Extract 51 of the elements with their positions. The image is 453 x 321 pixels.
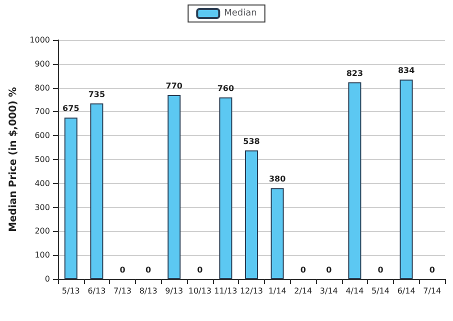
data-label: 735 [88, 90, 106, 99]
data-label: 0 [326, 266, 332, 274]
data-label: 770 [166, 81, 183, 90]
data-label: 675 [62, 104, 80, 114]
x-tick-label: 7/13 [114, 286, 132, 296]
y-axis-title: Median Price (in $,000) % [8, 87, 20, 232]
legend-label: Median [224, 8, 257, 18]
data-label: 0 [429, 266, 436, 274]
y-tick-label: 300 [34, 202, 50, 212]
bar [219, 97, 232, 279]
y-tick-label: 0 [44, 274, 50, 284]
x-tick-label: 6/14 [397, 286, 416, 296]
bar [168, 94, 181, 279]
bar [64, 118, 78, 279]
x-tick-label: 2/14 [294, 286, 312, 296]
y-tick-label: 200 [34, 226, 50, 236]
y-tick-label: 1000 [30, 36, 50, 44]
x-tick-label: 12/13 [240, 286, 264, 296]
data-label: 380 [268, 174, 286, 184]
data-label: 0 [300, 266, 306, 274]
x-tick-label: 5/13 [62, 286, 80, 296]
y-tick-label: 100 [34, 250, 50, 260]
x-tick-label: 5/14 [372, 286, 390, 296]
y-tick-label: 500 [34, 155, 50, 164]
y-tick-label: 700 [34, 107, 50, 116]
y-tick-label: 400 [34, 178, 50, 188]
x-tick-label: 11/13 [214, 286, 238, 296]
x-tick-label: 10/13 [188, 286, 212, 296]
data-label: 0 [120, 266, 126, 274]
bar [400, 80, 413, 279]
x-tick-label: 9/13 [165, 286, 184, 296]
data-label: 538 [243, 136, 260, 146]
bar [90, 103, 104, 279]
x-tick-label: 4/14 [346, 286, 364, 296]
x-tick-label: 7/14 [423, 286, 442, 296]
bar [245, 150, 258, 279]
y-tick-label: 900 [34, 59, 50, 68]
x-tick-label: 3/14 [320, 286, 338, 296]
x-tick-label: 1/14 [268, 286, 286, 296]
y-tick-label: 600 [34, 131, 50, 140]
data-label: 823 [346, 68, 364, 78]
x-tick-label: 6/13 [88, 286, 106, 296]
data-label: 0 [146, 266, 152, 274]
data-label: 0 [197, 266, 204, 274]
bar [270, 188, 284, 279]
x-tick-label: 8/13 [139, 286, 158, 296]
data-label: 0 [378, 266, 384, 274]
bar [348, 82, 362, 279]
data-label: 834 [398, 66, 416, 76]
data-label: 760 [217, 84, 234, 93]
y-tick-label: 800 [34, 83, 50, 92]
